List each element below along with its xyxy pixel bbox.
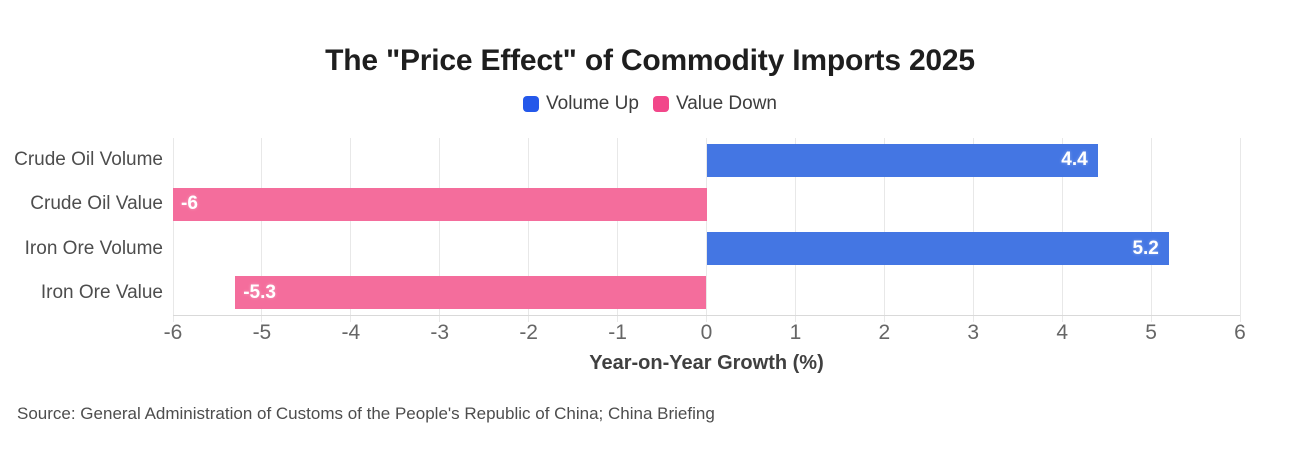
grid-line <box>883 138 885 322</box>
grid-line <box>706 138 707 322</box>
bar-value-label: 4.4 <box>1061 149 1088 171</box>
legend-swatch-icon <box>652 96 669 112</box>
grid-line <box>1150 138 1152 322</box>
grid-line <box>1239 138 1241 322</box>
legend-swatch-icon <box>523 96 539 112</box>
grid-line <box>972 138 974 322</box>
bar-crude-oil-value: -6 <box>173 187 707 221</box>
bar-crude-oil-volume: 4.4 <box>706 143 1098 177</box>
grid-line <box>439 138 441 322</box>
grid-line <box>617 138 619 322</box>
bar-value-label: -6 <box>181 193 198 215</box>
legend-item-value-down: Value Down <box>652 93 777 115</box>
category-label-iron-ore-value: Iron Ore Value <box>40 281 163 303</box>
grid-line <box>350 138 352 322</box>
x-axis-title: Year-on-Year Growth (%) <box>589 352 824 374</box>
x-tick-label: -3 <box>430 321 450 344</box>
x-tick-label: 2 <box>878 321 891 344</box>
x-tick-label: 5 <box>1145 321 1157 344</box>
category-label-iron-ore-volume: Iron Ore Volume <box>24 237 163 259</box>
grid-line <box>261 138 263 322</box>
x-tick-label: -4 <box>341 321 361 344</box>
chart-legend: Volume Up Value Down <box>0 93 1300 115</box>
legend-label: Volume Up <box>546 93 639 114</box>
legend-label: Value Down <box>675 93 777 114</box>
bar-iron-ore-value: -5.3 <box>235 276 707 310</box>
grid-line <box>794 138 796 322</box>
x-tick-label: -1 <box>608 321 627 344</box>
bar-value-label: 5.2 <box>1132 237 1159 259</box>
chart-title: The "Price Effect" of Commodity Imports … <box>325 44 975 77</box>
x-tick-label: -6 <box>163 321 183 344</box>
legend-item-volume-up: Volume Up <box>523 93 639 115</box>
x-tick-label: 4 <box>1056 321 1068 344</box>
x-tick-label: 3 <box>967 321 980 344</box>
grid-line <box>172 138 174 322</box>
bar-value-label: -5.3 <box>243 281 276 303</box>
bar-iron-ore-volume: 5.2 <box>706 232 1169 266</box>
grid-line <box>528 138 530 322</box>
grid-line <box>1061 138 1063 322</box>
x-tick-label: 0 <box>700 321 713 344</box>
category-label-crude-oil-volume: Crude Oil Volume <box>14 149 163 171</box>
x-tick-label: 1 <box>789 321 802 344</box>
source-note: Source: General Administration of Custom… <box>17 404 715 423</box>
category-label-crude-oil-value: Crude Oil Value <box>30 193 163 215</box>
x-tick-label: 6 <box>1234 321 1246 344</box>
x-tick-label: -2 <box>519 321 538 344</box>
plot-area: 4.4 -6 5.2 -5.3 <box>172 138 1241 322</box>
x-tick-label: -5 <box>252 321 272 344</box>
x-axis-line <box>173 315 1240 316</box>
